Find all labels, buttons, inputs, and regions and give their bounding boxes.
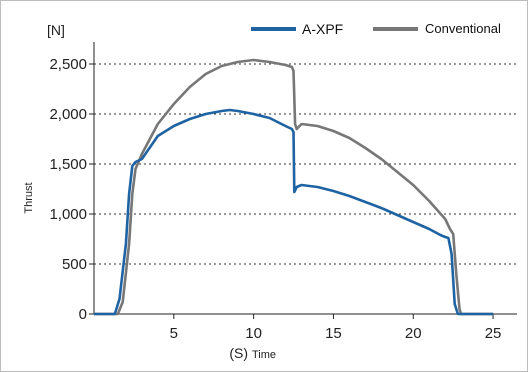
axes: [89, 42, 517, 319]
series-line-a-xpf: [94, 108, 494, 316]
legend: A-XPF Conventional: [251, 21, 501, 37]
legend-label-a-xpf: A-XPF: [302, 21, 343, 37]
tick-labels: 0 500 1,000 1,500 2,000 2,500 5 10 15 20 25: [49, 56, 501, 342]
x-tick-label-25: 25: [485, 325, 502, 342]
y-tick-label-0: 0: [79, 306, 87, 323]
x-axis-unit: (S): [229, 345, 248, 361]
x-axis-label: Time: [252, 349, 276, 361]
legend-label-conventional: Conventional: [425, 21, 501, 36]
y-tick-label-500: 500: [62, 256, 87, 273]
y-tick-label-2500: 2,500: [49, 56, 87, 73]
x-tick-label-15: 15: [325, 325, 342, 342]
y-tick-label-1500: 1,500: [49, 156, 87, 173]
series-line-conventional: [94, 58, 494, 316]
x-tick-label-10: 10: [245, 325, 262, 342]
y-axis-unit: [N]: [47, 22, 65, 38]
series-lines: [94, 58, 494, 316]
y-tick-label-2000: 2,000: [49, 106, 87, 123]
x-tick-label-5: 5: [170, 325, 178, 342]
y-tick-label-1000: 1,000: [49, 206, 87, 223]
x-tick-label-20: 20: [405, 325, 422, 342]
y-axis-label: Thrust: [23, 182, 35, 213]
